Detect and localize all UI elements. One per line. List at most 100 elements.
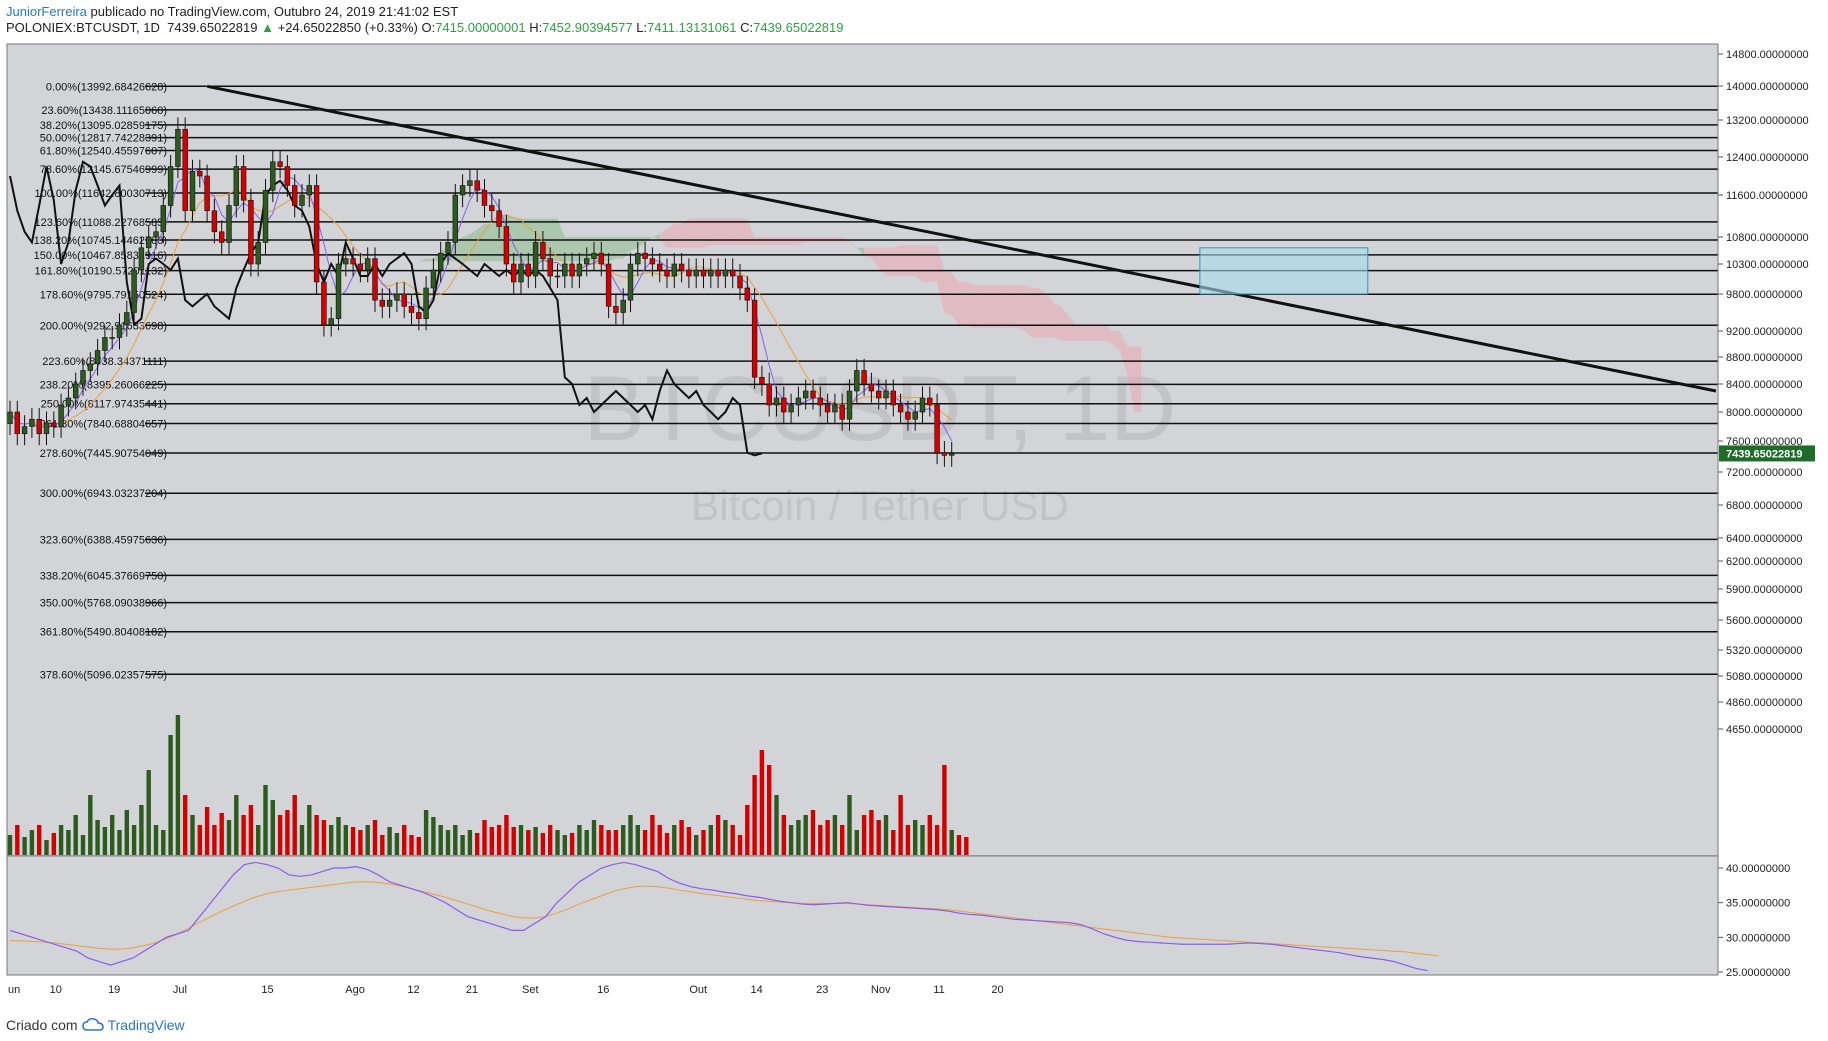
candle-body	[810, 390, 816, 399]
volume-bar	[708, 825, 713, 855]
candle-body	[146, 236, 152, 249]
candle-body	[854, 370, 860, 392]
candle-body	[87, 363, 94, 371]
cloud-segment	[915, 245, 923, 282]
volume-bar	[657, 825, 662, 855]
fib-label: 361.80%(5490.80408182)	[40, 627, 167, 639]
time-axis-bg[interactable]	[7, 975, 1718, 1005]
watermark-symbol: BTCUSDT, 1D	[584, 358, 1177, 460]
price-label: 5600.00000000	[1726, 615, 1802, 627]
volume-bar	[759, 750, 765, 855]
candle-body	[875, 390, 882, 399]
volume-bar	[949, 830, 954, 855]
candle-body	[138, 247, 145, 271]
price-label: 10800.00000000	[1726, 232, 1809, 244]
open-label: O:	[421, 20, 436, 35]
fibonacci-levels: 0.00%(13992.68426628) 23.60%(13438.111650…	[34, 81, 1718, 681]
volume-bar	[810, 810, 816, 855]
candle-body	[80, 370, 86, 385]
price-axis-bg[interactable]	[1718, 44, 1828, 975]
fib-label: 23.60%(13438.11165060)	[41, 105, 167, 117]
cloud-segment	[907, 245, 916, 276]
close-value: 7439.65022819	[753, 20, 844, 35]
volume-bar	[365, 825, 370, 855]
drawings[interactable]	[206, 84, 1717, 393]
price-label: 5080.00000000	[1726, 671, 1802, 683]
candle-body	[664, 269, 670, 277]
price-label: 12400.00000000	[1726, 152, 1809, 164]
candle-body	[240, 166, 247, 201]
candle-body	[386, 299, 393, 307]
fib-label: 338.20%(6045.37669750)	[40, 570, 167, 582]
cloud-segment	[710, 218, 719, 246]
cloud-segment	[798, 237, 806, 246]
volume-bar	[73, 815, 78, 855]
volume-bar	[577, 825, 582, 855]
candle-body	[204, 175, 210, 212]
candle-body	[481, 189, 488, 206]
candle-body	[569, 263, 575, 277]
time-label: Ago	[345, 984, 365, 996]
target-zone-box	[1199, 247, 1369, 295]
high-value: 7452.90394577	[542, 20, 633, 35]
candle-body	[36, 418, 42, 435]
time-label: 14	[750, 984, 762, 996]
candle-body	[313, 185, 320, 283]
candle-body	[160, 205, 166, 233]
cloud-segment	[1061, 306, 1069, 341]
time-label: Set	[522, 984, 539, 996]
candle-body	[795, 397, 802, 406]
time-label: 15	[261, 984, 273, 996]
candle-body	[270, 161, 276, 191]
candle-body	[321, 281, 327, 326]
candle-body	[518, 263, 524, 283]
price-label: 9200.00000000	[1726, 326, 1802, 338]
cloud-segment	[791, 237, 799, 246]
candle-body	[919, 397, 926, 413]
volume-bar	[212, 825, 217, 855]
volume-bar	[555, 830, 560, 855]
volume-bar	[66, 830, 71, 855]
volume-bar	[701, 830, 706, 855]
candle-body	[890, 390, 897, 406]
candle-body	[781, 397, 787, 413]
volume-bar	[285, 810, 290, 855]
candle-body	[532, 242, 539, 277]
cloud-segment	[900, 245, 908, 276]
candle-body	[124, 312, 130, 326]
price-label: 5900.00000000	[1726, 584, 1802, 596]
chart-header: JuniorFerreira publicado no TradingView.…	[6, 4, 843, 36]
volume-bar	[117, 830, 122, 855]
volume-bar	[183, 795, 188, 855]
candle-body	[109, 337, 115, 339]
fib-label: 123.60%(11088.22768585)	[34, 217, 167, 229]
volume-bar	[504, 815, 509, 855]
cloud-segment	[703, 218, 711, 248]
cloud-segment	[1075, 324, 1084, 341]
candle-body	[547, 258, 553, 277]
price-label: 6200.00000000	[1726, 556, 1802, 568]
candle-body	[700, 269, 707, 277]
volume-bar	[139, 805, 144, 855]
cloud-segment	[477, 223, 485, 262]
symbol-ohlc-line: POLONIEX:BTCUSDT, 1D 7439.65022819 ▲ +24…	[6, 20, 843, 36]
candle-body	[357, 263, 364, 271]
candle-body	[642, 252, 648, 259]
cloud-segment	[783, 237, 792, 246]
author-name[interactable]: JuniorFerreira	[6, 4, 87, 19]
osc-fast-line	[9, 861, 1428, 972]
cloud-segment	[1068, 315, 1076, 341]
volume-bar	[372, 820, 378, 855]
tradingview-link[interactable]: TradingView	[107, 1017, 185, 1033]
volume-bar	[518, 825, 524, 855]
volume-bar	[7, 835, 13, 855]
volume-bar	[416, 837, 421, 855]
cloud-segment	[959, 282, 967, 325]
volume-bar	[613, 830, 619, 855]
cloud-segment	[1039, 288, 1047, 338]
volume-bar	[642, 830, 648, 855]
volume-bar	[942, 765, 947, 855]
candle-body	[445, 242, 451, 254]
candle-body	[401, 293, 407, 307]
